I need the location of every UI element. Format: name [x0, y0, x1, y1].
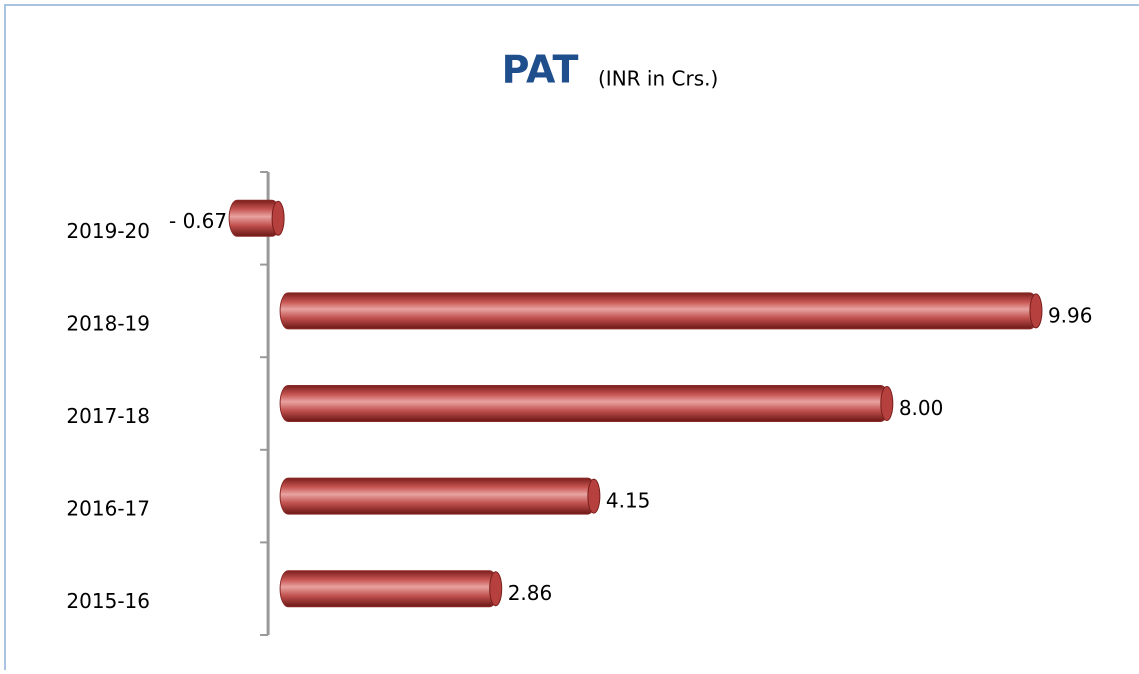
- y-tick-label: 2016-17: [66, 497, 150, 521]
- bar-cap: [587, 478, 601, 514]
- bar-cap: [1029, 293, 1043, 329]
- bar-cap: [271, 200, 285, 236]
- value-label: 4.15: [606, 489, 651, 513]
- bar: [279, 477, 597, 515]
- value-label: 9.96: [1048, 303, 1093, 327]
- value-label: - 0.67: [169, 209, 227, 233]
- value-label: 8.00: [899, 396, 944, 420]
- chart-subtitle: (INR in Crs.): [598, 67, 718, 91]
- bar-cap: [880, 386, 894, 421]
- value-label: 2.86: [508, 581, 553, 605]
- y-tick-label: 2015-16: [66, 589, 150, 613]
- chart-frame: [4, 4, 1139, 674]
- y-tick-label: 2018-19: [66, 311, 150, 335]
- y-tick-label: 2017-18: [66, 404, 150, 428]
- chart-title: PAT: [502, 48, 579, 92]
- bar: [279, 385, 890, 422]
- bar: [279, 292, 1039, 330]
- bar: [279, 570, 499, 608]
- bar-cap: [489, 571, 503, 607]
- y-tick-label: 2019-20: [66, 219, 150, 243]
